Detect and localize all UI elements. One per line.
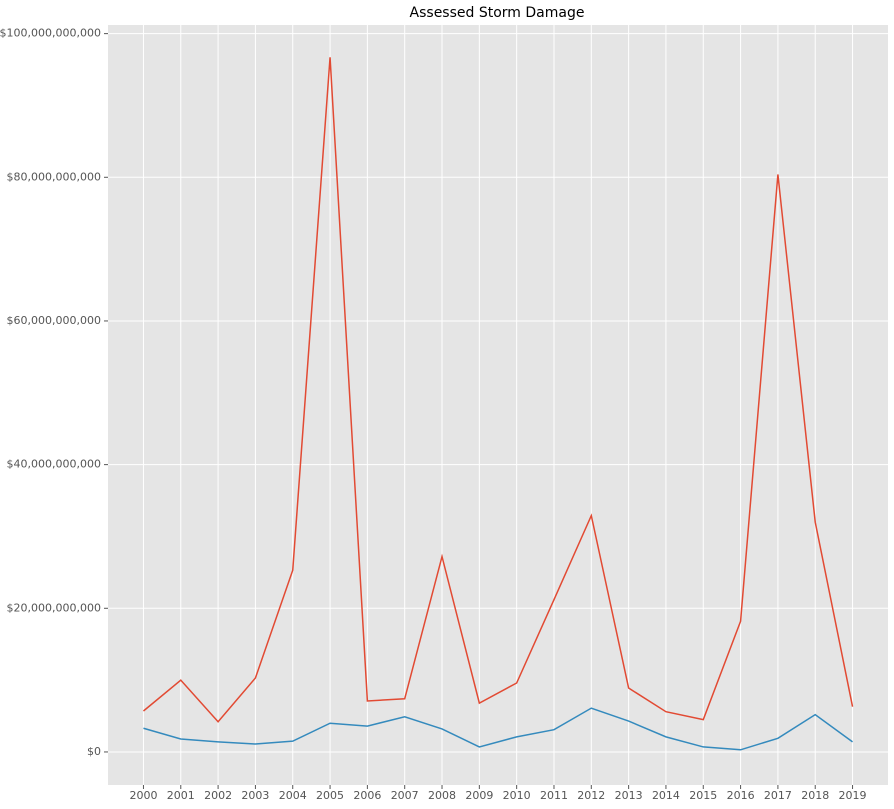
series-line [143,707,853,751]
x-tick-label: 2004 [279,789,307,802]
x-tick-label: 2017 [764,789,792,802]
y-tick-label: $40,000,000,000 [7,458,101,471]
plot-background [108,25,888,785]
x-tick-label: 2002 [204,789,232,802]
chart-title: Assessed Storm Damage [410,5,585,21]
x-tick-label: 2012 [577,789,605,802]
series-line [142,57,854,723]
y-tick-label: $60,000,000,000 [7,314,101,327]
x-tick-label: 2015 [689,789,717,802]
x-tick-label: 2018 [801,789,829,802]
y-tick-label: $80,000,000,000 [7,170,101,183]
y-tick-label: $20,000,000,000 [7,601,101,614]
x-tick-label: 2007 [391,789,419,802]
x-tick-label: 2000 [129,789,157,802]
x-tick-label: 2013 [615,789,643,802]
x-tick-label: 2009 [465,789,493,802]
x-tick-label: 2014 [652,789,680,802]
y-tick-label: $100,000,000,000 [0,27,101,40]
x-tick-label: 2005 [316,789,344,802]
x-tick-label: 2010 [503,789,531,802]
x-tick-label: 2011 [540,789,568,802]
x-tick-label: 2001 [167,789,195,802]
y-tick-label: $0 [87,745,101,758]
x-tick-label: 2006 [353,789,381,802]
x-tick-label: 2019 [839,789,867,802]
x-tick-label: 2008 [428,789,456,802]
x-tick-label: 2016 [727,789,755,802]
x-tick-label: 2003 [241,789,269,802]
